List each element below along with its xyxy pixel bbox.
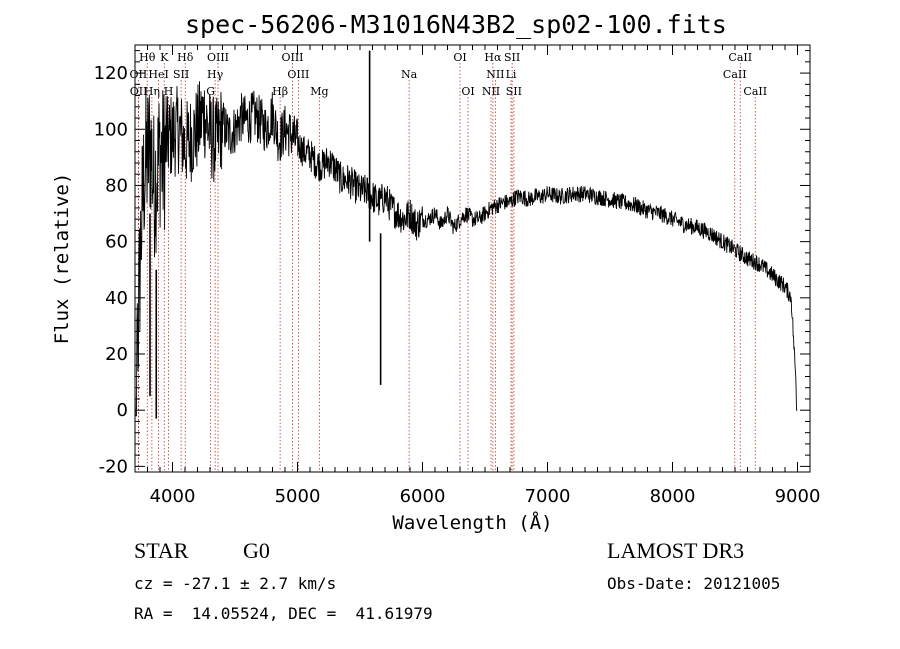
x-tick-label: 7000: [525, 486, 571, 507]
plot-frame: [134, 44, 811, 473]
line-marker-label: OI: [453, 51, 466, 64]
y-tick-label: 80: [105, 175, 128, 196]
object-class: STAR: [134, 538, 189, 563]
line-marker-label: Li: [506, 68, 517, 81]
line-marker-label: HeI: [148, 68, 168, 81]
y-tick-label: 120: [94, 63, 128, 84]
y-tick-label: 20: [105, 344, 128, 365]
object-subclass: G0: [243, 538, 270, 563]
line-marker-label: Hδ: [177, 51, 194, 64]
line-marker-label: Hα: [484, 51, 502, 64]
line-marker-label: K: [160, 51, 169, 64]
line-marker-label: CaII: [728, 51, 752, 64]
line-marker-label: SII: [504, 51, 520, 64]
y-tick-label: 100: [94, 119, 128, 140]
line-marker-label: SII: [173, 68, 189, 81]
x-axis-label: Wavelength (Å): [392, 511, 552, 534]
line-marker-label: OIII: [281, 51, 303, 64]
x-tick-label: 9000: [775, 486, 821, 507]
y-tick-label: 60: [105, 232, 128, 253]
line-marker-label: OIII: [287, 68, 309, 81]
line-marker-label: Hγ: [207, 68, 224, 81]
line-marker-label: CaII: [723, 68, 747, 81]
line-marker-label: Hβ: [272, 85, 288, 98]
line-marker-label: OIII: [207, 51, 229, 64]
line-marker-label: Hθ: [139, 51, 156, 64]
line-marker-label: NII: [482, 85, 500, 98]
line-marker-label: NII: [486, 68, 504, 81]
line-marker-label: Mg: [310, 85, 328, 98]
line-marker-label: OI: [461, 85, 474, 98]
y-tick-label: -20: [99, 456, 128, 477]
plot-layer: [134, 50, 798, 419]
obs-date: Obs-Date: 20121005: [607, 574, 781, 593]
line-marker-label: CaII: [743, 85, 767, 98]
line-marker-label: OII: [130, 68, 148, 81]
spectrum-line: [134, 81, 798, 417]
line-marker-label: OII: [130, 85, 148, 98]
line-marker-label: H: [164, 85, 174, 98]
line-marker-label: Na: [401, 68, 418, 81]
x-tick-label: 8000: [650, 486, 696, 507]
axes-layer: 4000 5000 6000 7000 8000 9000 -20 0 20 40 60 80 100 1…: [51, 44, 821, 534]
y-axis-label: Flux (relative): [51, 173, 73, 345]
survey-name: LAMOST DR3: [607, 538, 745, 563]
x-tick-label: 5000: [275, 486, 321, 507]
x-tick-label: 4000: [150, 486, 196, 507]
line-marker-label: G: [206, 85, 215, 98]
ra-dec: RA = 14.05524, DEC = 41.61979: [134, 604, 433, 623]
y-tick-label: 0: [117, 400, 128, 421]
x-tick-label: 6000: [400, 486, 446, 507]
line-marker-label: Hη: [144, 85, 160, 98]
chart-title: spec-56206-M31016N43B2_sp02-100.fits: [185, 10, 727, 39]
y-tick-label: 40: [105, 288, 128, 309]
line-marker-label: SII: [506, 85, 522, 98]
redshift-cz: cz = -27.1 ± 2.7 km/s: [134, 574, 337, 593]
